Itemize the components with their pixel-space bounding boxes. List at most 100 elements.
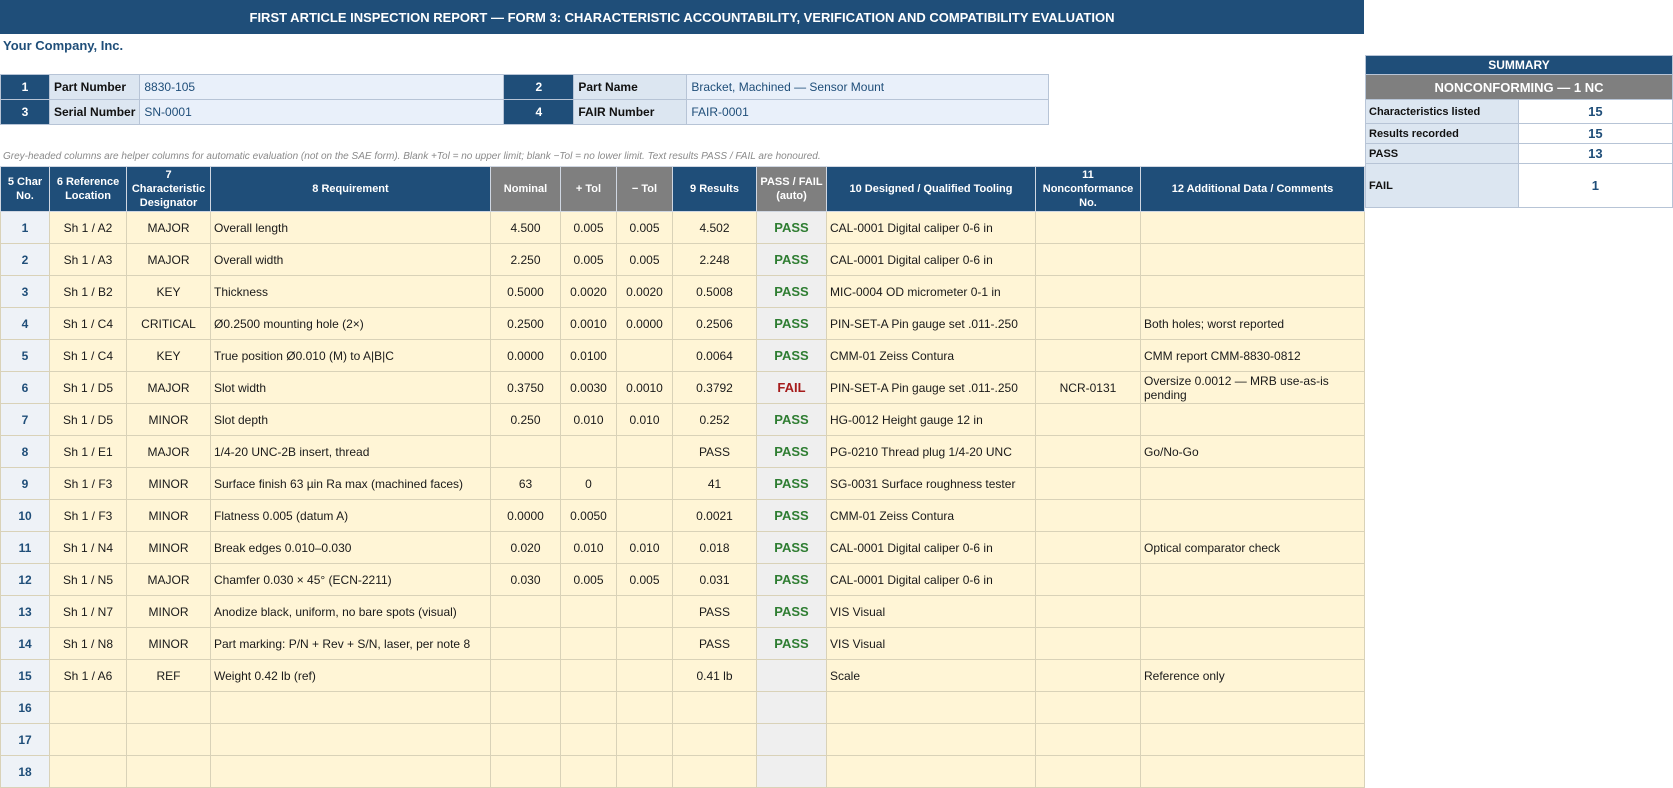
nominal-cell[interactable] bbox=[490, 435, 561, 468]
reference-location-cell[interactable]: Sh 1 / A3 bbox=[49, 243, 127, 276]
comments-cell[interactable] bbox=[1140, 499, 1365, 532]
comments-cell[interactable] bbox=[1140, 755, 1365, 788]
comments-cell[interactable] bbox=[1140, 563, 1365, 596]
designator-cell[interactable] bbox=[126, 755, 211, 788]
nonconformance-cell[interactable] bbox=[1035, 211, 1141, 244]
requirement-cell[interactable]: Slot depth bbox=[210, 403, 491, 436]
designator-cell[interactable]: MINOR bbox=[126, 595, 211, 628]
requirement-cell[interactable]: Overall width bbox=[210, 243, 491, 276]
nonconformance-cell[interactable]: NCR-0131 bbox=[1035, 371, 1141, 404]
requirement-cell[interactable] bbox=[210, 755, 491, 788]
nominal-cell[interactable]: 0.5000 bbox=[490, 275, 561, 308]
designator-cell[interactable]: KEY bbox=[126, 339, 211, 372]
tooling-cell[interactable]: MIC-0004 OD micrometer 0-1 in bbox=[826, 275, 1036, 308]
requirement-cell[interactable]: Slot width bbox=[210, 371, 491, 404]
plus-tol-cell[interactable]: 0.005 bbox=[560, 243, 617, 276]
nominal-cell[interactable]: 0.3750 bbox=[490, 371, 561, 404]
designator-cell[interactable]: MINOR bbox=[126, 499, 211, 532]
nonconformance-cell[interactable] bbox=[1035, 243, 1141, 276]
minus-tol-cell[interactable] bbox=[616, 435, 673, 468]
serial-number-value[interactable]: SN-0001 bbox=[139, 99, 505, 125]
designator-cell[interactable]: MAJOR bbox=[126, 211, 211, 244]
tooling-cell[interactable]: HG-0012 Height gauge 12 in bbox=[826, 403, 1036, 436]
comments-cell[interactable] bbox=[1140, 691, 1365, 724]
results-cell[interactable]: 0.41 lb bbox=[672, 659, 757, 692]
tooling-cell[interactable]: CMM-01 Zeiss Contura bbox=[826, 499, 1036, 532]
nonconformance-cell[interactable] bbox=[1035, 467, 1141, 500]
minus-tol-cell[interactable] bbox=[616, 499, 673, 532]
plus-tol-cell[interactable] bbox=[560, 691, 617, 724]
requirement-cell[interactable] bbox=[210, 723, 491, 756]
tooling-cell[interactable]: PG-0210 Thread plug 1/4-20 UNC bbox=[826, 435, 1036, 468]
designator-cell[interactable]: MINOR bbox=[126, 627, 211, 660]
designator-cell[interactable]: MINOR bbox=[126, 467, 211, 500]
minus-tol-cell[interactable]: 0.005 bbox=[616, 243, 673, 276]
tooling-cell[interactable] bbox=[826, 755, 1036, 788]
comments-cell[interactable] bbox=[1140, 211, 1365, 244]
nominal-cell[interactable]: 0.030 bbox=[490, 563, 561, 596]
results-cell[interactable]: 0.5008 bbox=[672, 275, 757, 308]
plus-tol-cell[interactable]: 0.005 bbox=[560, 211, 617, 244]
plus-tol-cell[interactable]: 0.010 bbox=[560, 531, 617, 564]
plus-tol-cell[interactable]: 0.010 bbox=[560, 403, 617, 436]
minus-tol-cell[interactable]: 0.005 bbox=[616, 563, 673, 596]
tooling-cell[interactable]: CMM-01 Zeiss Contura bbox=[826, 339, 1036, 372]
reference-location-cell[interactable]: Sh 1 / N8 bbox=[49, 627, 127, 660]
reference-location-cell[interactable] bbox=[49, 723, 127, 756]
minus-tol-cell[interactable] bbox=[616, 595, 673, 628]
nonconformance-cell[interactable] bbox=[1035, 339, 1141, 372]
designator-cell[interactable] bbox=[126, 691, 211, 724]
tooling-cell[interactable]: CAL-0001 Digital caliper 0-6 in bbox=[826, 243, 1036, 276]
tooling-cell[interactable]: CAL-0001 Digital caliper 0-6 in bbox=[826, 531, 1036, 564]
reference-location-cell[interactable]: Sh 1 / E1 bbox=[49, 435, 127, 468]
plus-tol-cell[interactable]: 0.0050 bbox=[560, 499, 617, 532]
nonconformance-cell[interactable] bbox=[1035, 531, 1141, 564]
comments-cell[interactable]: CMM report CMM-8830-0812 bbox=[1140, 339, 1365, 372]
designator-cell[interactable]: MINOR bbox=[126, 531, 211, 564]
nominal-cell[interactable]: 0.0000 bbox=[490, 499, 561, 532]
results-cell[interactable]: 0.018 bbox=[672, 531, 757, 564]
reference-location-cell[interactable]: Sh 1 / N7 bbox=[49, 595, 127, 628]
results-cell[interactable]: PASS bbox=[672, 435, 757, 468]
results-cell[interactable]: 41 bbox=[672, 467, 757, 500]
results-cell[interactable]: PASS bbox=[672, 627, 757, 660]
minus-tol-cell[interactable]: 0.0000 bbox=[616, 307, 673, 340]
minus-tol-cell[interactable]: 0.010 bbox=[616, 403, 673, 436]
comments-cell[interactable]: Optical comparator check bbox=[1140, 531, 1365, 564]
tooling-cell[interactable] bbox=[826, 723, 1036, 756]
requirement-cell[interactable]: Anodize black, uniform, no bare spots (v… bbox=[210, 595, 491, 628]
nonconformance-cell[interactable] bbox=[1035, 595, 1141, 628]
nominal-cell[interactable] bbox=[490, 595, 561, 628]
comments-cell[interactable] bbox=[1140, 243, 1365, 276]
nominal-cell[interactable]: 0.0000 bbox=[490, 339, 561, 372]
nonconformance-cell[interactable] bbox=[1035, 403, 1141, 436]
comments-cell[interactable] bbox=[1140, 403, 1365, 436]
tooling-cell[interactable]: SG-0031 Surface roughness tester bbox=[826, 467, 1036, 500]
minus-tol-cell[interactable] bbox=[616, 691, 673, 724]
nominal-cell[interactable]: 4.500 bbox=[490, 211, 561, 244]
reference-location-cell[interactable]: Sh 1 / F3 bbox=[49, 467, 127, 500]
plus-tol-cell[interactable] bbox=[560, 659, 617, 692]
comments-cell[interactable] bbox=[1140, 275, 1365, 308]
comments-cell[interactable] bbox=[1140, 595, 1365, 628]
comments-cell[interactable]: Both holes; worst reported bbox=[1140, 307, 1365, 340]
tooling-cell[interactable]: CAL-0001 Digital caliper 0-6 in bbox=[826, 563, 1036, 596]
tooling-cell[interactable]: CAL-0001 Digital caliper 0-6 in bbox=[826, 211, 1036, 244]
requirement-cell[interactable]: Thickness bbox=[210, 275, 491, 308]
results-cell[interactable]: 0.0064 bbox=[672, 339, 757, 372]
minus-tol-cell[interactable] bbox=[616, 339, 673, 372]
requirement-cell[interactable]: True position Ø0.010 (M) to A|B|C bbox=[210, 339, 491, 372]
minus-tol-cell[interactable]: 0.005 bbox=[616, 211, 673, 244]
results-cell[interactable]: 0.0021 bbox=[672, 499, 757, 532]
reference-location-cell[interactable]: Sh 1 / D5 bbox=[49, 403, 127, 436]
reference-location-cell[interactable] bbox=[49, 755, 127, 788]
plus-tol-cell[interactable] bbox=[560, 723, 617, 756]
tooling-cell[interactable]: VIS Visual bbox=[826, 595, 1036, 628]
reference-location-cell[interactable]: Sh 1 / F3 bbox=[49, 499, 127, 532]
nominal-cell[interactable]: 0.2500 bbox=[490, 307, 561, 340]
nominal-cell[interactable] bbox=[490, 723, 561, 756]
reference-location-cell[interactable]: Sh 1 / A2 bbox=[49, 211, 127, 244]
nominal-cell[interactable]: 0.250 bbox=[490, 403, 561, 436]
nominal-cell[interactable] bbox=[490, 691, 561, 724]
results-cell[interactable] bbox=[672, 723, 757, 756]
